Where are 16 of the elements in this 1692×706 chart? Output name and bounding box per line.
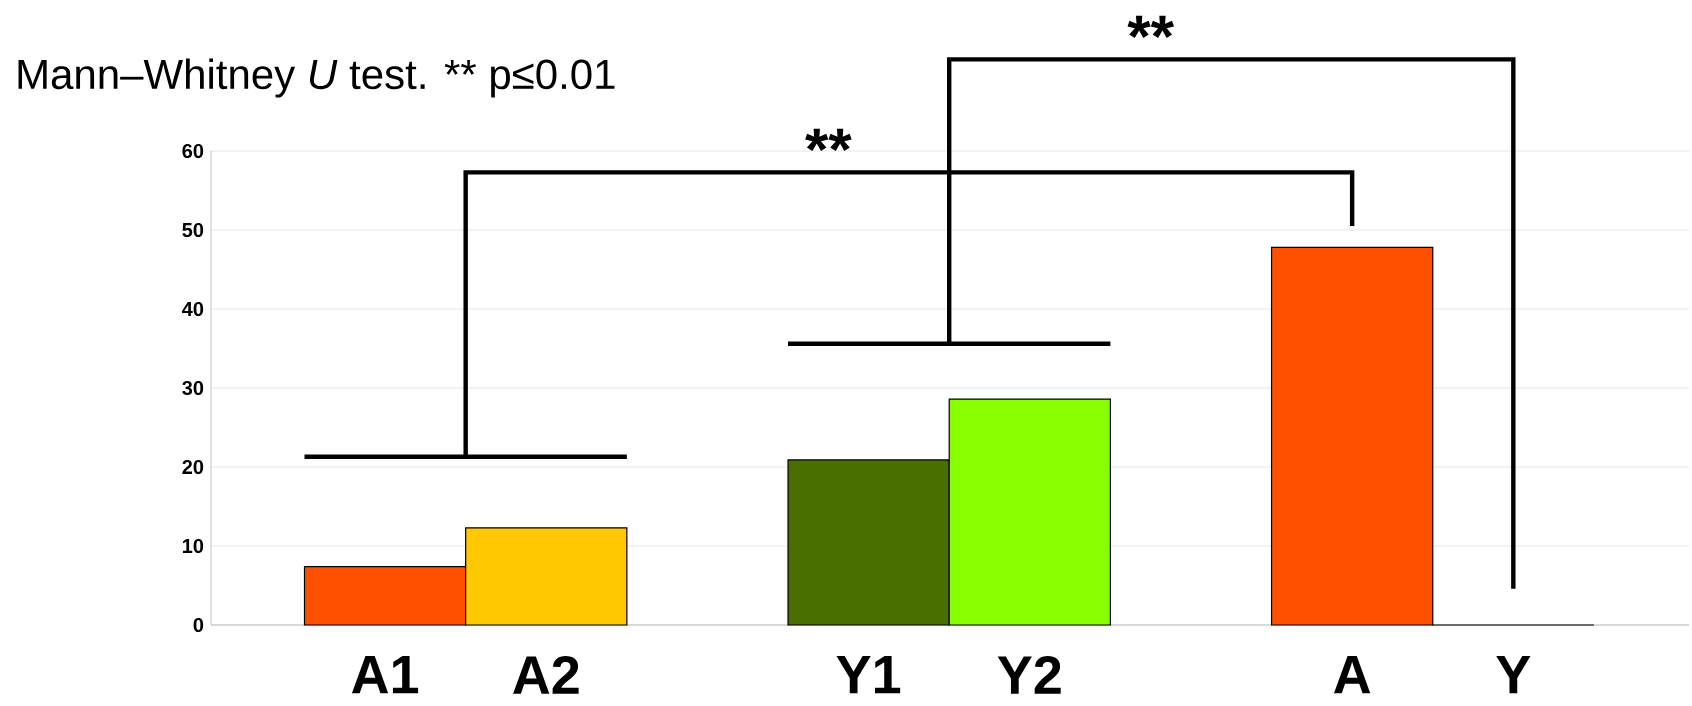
y-tick-label: 30	[182, 380, 204, 396]
y-tick-label: 40	[182, 301, 204, 317]
x-tick-label: Y	[1496, 656, 1531, 694]
y-tick-label: 10	[182, 538, 204, 554]
x-tick-label: A2	[513, 656, 579, 694]
text: **	[805, 128, 852, 151]
x-tick-label: A1	[351, 656, 419, 694]
x-tick-label: Y1	[836, 656, 901, 694]
chart-title: Mann–Whitney U test. ** p≤0.01	[18, 58, 615, 98]
y-tick-label: 0	[193, 617, 204, 633]
x-tick-label: Y2	[997, 656, 1061, 694]
text: **	[1127, 15, 1174, 39]
y-tick-label: 60	[182, 143, 204, 159]
x-tick-label: A	[1334, 656, 1371, 694]
y-tick-label: 50	[182, 222, 204, 238]
y-tick-label: 20	[182, 459, 204, 475]
